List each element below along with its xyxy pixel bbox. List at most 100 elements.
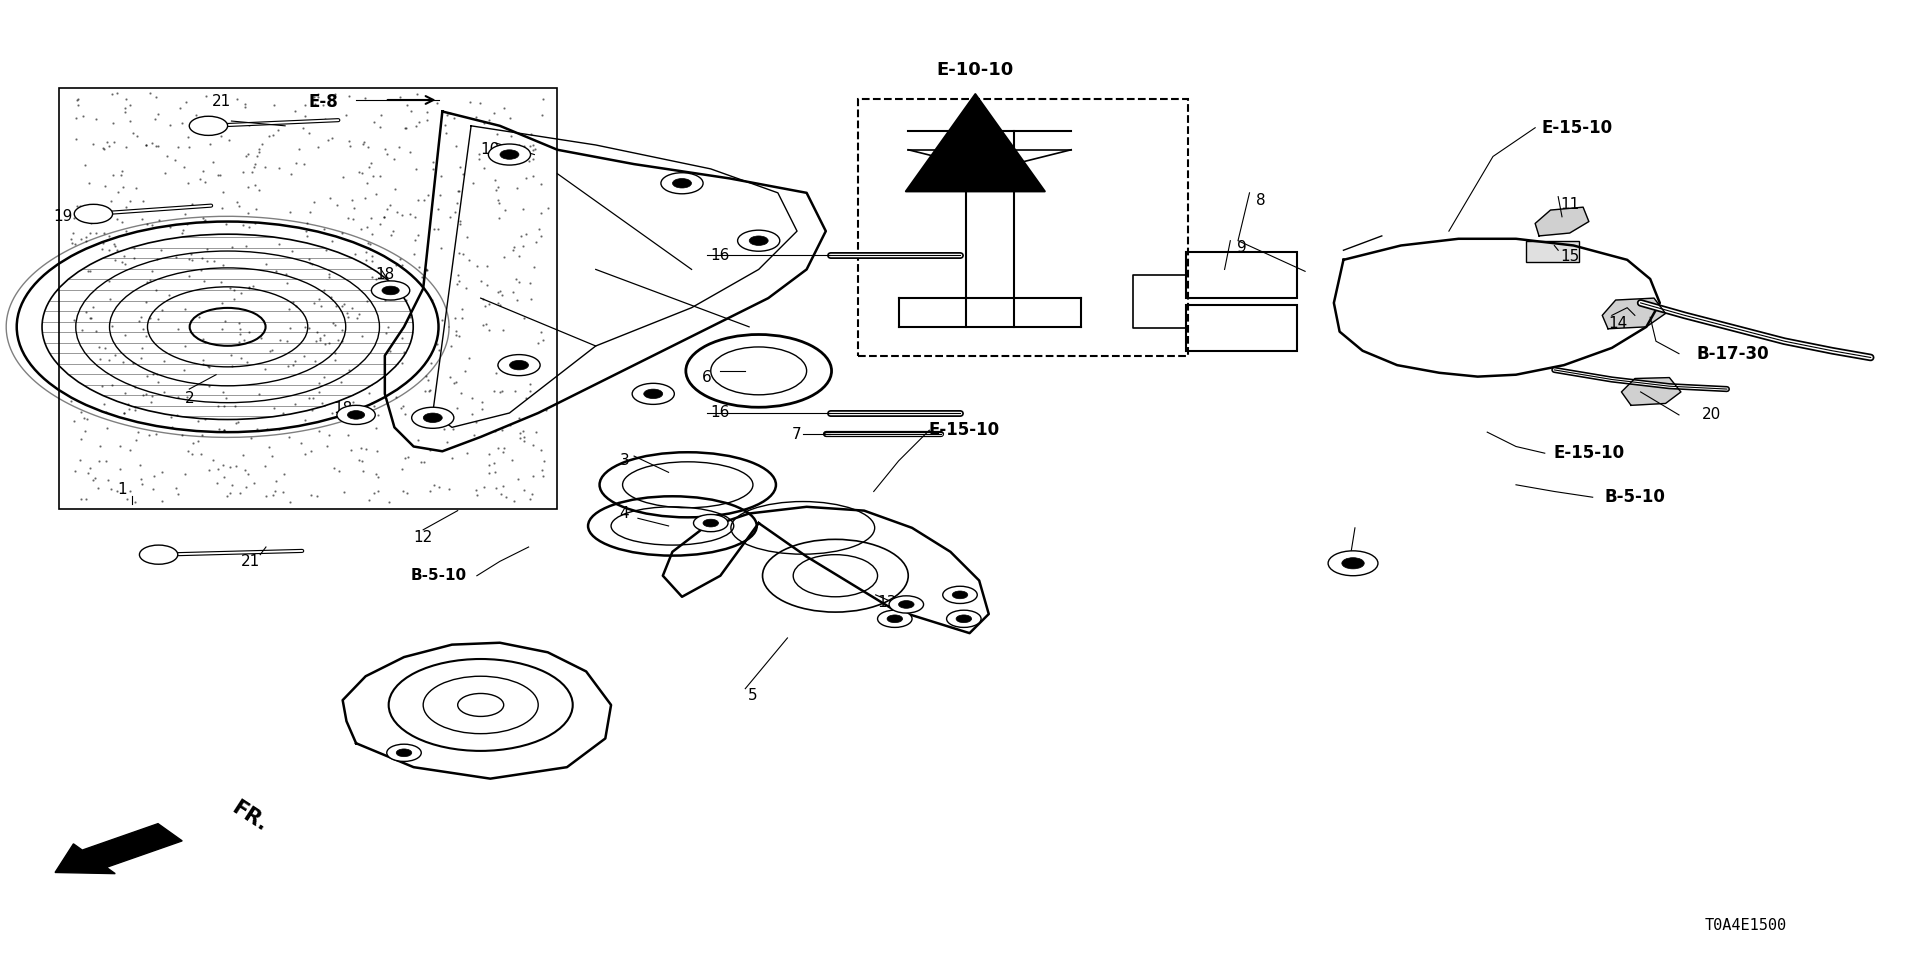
Point [374,282,405,298]
Point [280,353,311,369]
Point [515,154,545,169]
Point [109,405,140,420]
Point [253,343,284,358]
Circle shape [140,545,179,564]
Point [83,340,113,355]
Point [484,210,515,226]
Point [98,167,129,182]
Point [303,86,334,102]
Point [390,293,420,308]
Point [192,358,223,373]
Point [161,408,192,423]
Point [156,117,186,132]
Point [334,138,365,154]
Point [106,461,136,476]
Point [242,202,273,217]
Point [386,400,417,416]
Point [338,211,369,227]
Point [319,90,349,106]
Point [75,226,106,241]
Point [104,439,134,454]
Point [136,388,167,403]
Point [474,446,505,462]
Point [319,461,349,476]
Point [188,213,219,228]
Point [351,176,382,191]
Point [434,106,465,121]
Point [417,292,447,307]
Point [369,209,399,225]
Circle shape [386,744,420,761]
Point [182,433,213,448]
Point [215,280,246,296]
Point [518,151,549,166]
Point [457,391,488,406]
Point [447,310,478,325]
Point [65,431,96,446]
Point [177,197,207,212]
Point [399,232,430,248]
Point [349,409,380,424]
Text: E-15-10: E-15-10 [927,421,1000,440]
Point [484,298,515,313]
Point [259,98,290,113]
Point [290,446,321,462]
Point [444,183,474,199]
Text: 15: 15 [1561,250,1580,264]
Point [444,268,474,283]
Point [422,221,453,236]
Point [205,128,236,143]
Point [131,216,161,231]
Point [486,422,516,438]
Text: 18: 18 [374,267,394,281]
Point [269,467,300,482]
Point [186,251,217,266]
Point [305,299,336,314]
Point [119,494,150,510]
Point [461,258,492,274]
Point [98,116,129,132]
Point [388,461,419,476]
Point [415,443,445,458]
Point [365,119,396,134]
Point [417,161,447,177]
Point [228,462,259,477]
Text: 7: 7 [793,426,803,442]
Point [129,387,159,402]
Point [511,171,541,186]
Point [526,443,557,458]
Point [225,326,255,342]
Point [232,179,263,194]
Point [334,362,365,377]
Point [227,218,257,233]
Circle shape [382,286,399,295]
Point [290,223,321,238]
Point [108,179,138,194]
Point [184,171,215,186]
Point [451,229,482,245]
Point [480,480,511,495]
Point [111,223,142,238]
Point [503,249,534,264]
Point [240,215,271,230]
Point [60,210,90,226]
Circle shape [1342,558,1365,569]
Circle shape [889,596,924,613]
Point [117,126,148,141]
Point [505,425,536,441]
Point [252,256,282,272]
Point [138,367,169,382]
Point [131,137,161,153]
Point [121,180,152,196]
Point [321,298,351,313]
Point [190,411,221,426]
Point [142,138,173,154]
Point [71,228,102,244]
Point [202,475,232,491]
Point [332,305,363,321]
Point [365,108,396,123]
Point [301,324,332,340]
Text: B-17-30: B-17-30 [1697,345,1768,363]
Point [134,310,165,325]
Point [221,416,252,431]
